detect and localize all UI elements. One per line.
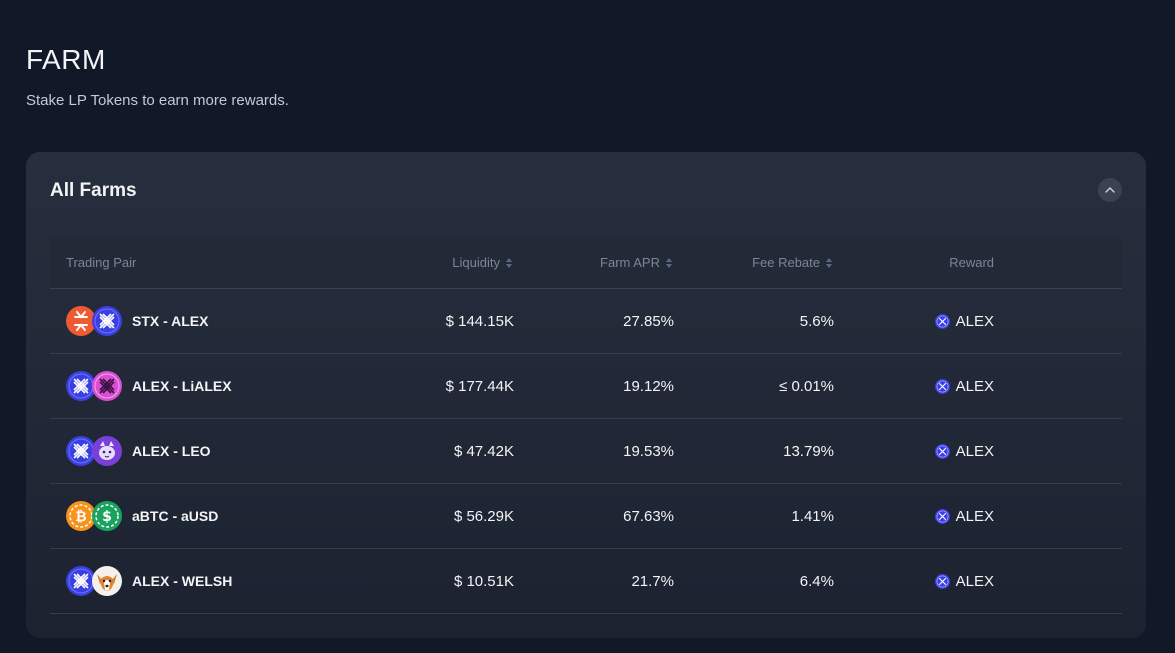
liquidity-value: $ 177.44K — [445, 377, 514, 395]
liquidity-value: $ 144.15K — [445, 312, 514, 330]
header-farm-apr[interactable]: Farm APR — [600, 236, 672, 289]
header-reward: Reward — [949, 255, 994, 270]
lialex-icon — [92, 371, 122, 401]
reward-token: ALEX — [955, 442, 994, 460]
fee-rebate-value: 13.79% — [783, 442, 834, 460]
pair-name: aBTC - aUSD — [132, 508, 219, 524]
reward-token: ALEX — [955, 507, 994, 525]
table-body: STX - ALEX $ 144.15K 27.85% 5.6% ALEX AL… — [50, 289, 1122, 614]
svg-text:$: $ — [102, 509, 112, 525]
alex-icon — [92, 306, 122, 336]
trading-pair-cell: ALEX - LiALEX — [66, 354, 232, 418]
alex-icon — [66, 436, 96, 466]
farm-apr-value: 19.53% — [623, 442, 674, 460]
fee-rebate-value: 5.6% — [799, 312, 834, 330]
sort-icon[interactable] — [506, 257, 512, 268]
table-header: Trading Pair Liquidity Farm APR Fee Reba… — [50, 236, 1122, 289]
page-subtitle: Stake LP Tokens to earn more rewards. — [26, 92, 289, 109]
header-trading-pair: Trading Pair — [66, 255, 137, 270]
sort-icon[interactable] — [666, 257, 672, 268]
table-row[interactable]: ALEX - LiALEX $ 177.44K 19.12% ≤ 0.01% A… — [50, 354, 1122, 419]
reward-cell: ALEX — [934, 419, 994, 483]
all-farms-card: All Farms Trading Pair Liquidity Farm AP… — [26, 152, 1146, 638]
header-fee-rebate[interactable]: Fee Rebate — [752, 236, 832, 289]
farm-apr-value: 27.85% — [623, 312, 674, 330]
header-liquidity[interactable]: Liquidity — [452, 236, 512, 289]
reward-cell: ALEX — [934, 484, 994, 548]
reward-token: ALEX — [955, 377, 994, 395]
pair-name: ALEX - LEO — [132, 443, 211, 459]
fee-rebate-value: ≤ 0.01% — [779, 377, 834, 395]
welsh-icon — [92, 566, 122, 596]
alex-token-icon — [934, 573, 950, 589]
alex-icon — [66, 566, 96, 596]
table-row[interactable]: ALEX - LEO $ 47.42K 19.53% 13.79% ALEX — [50, 419, 1122, 484]
svg-text:₿: ₿ — [75, 509, 86, 525]
reward-cell: ALEX — [934, 354, 994, 418]
table-row[interactable]: ALEX - WELSH $ 10.51K 21.7% 6.4% ALEX — [50, 549, 1122, 614]
farm-apr-value: 19.12% — [623, 377, 674, 395]
chevron-up-icon — [1105, 187, 1115, 193]
pair-name: ALEX - LiALEX — [132, 378, 232, 394]
table-row[interactable]: ₿ $ aBTC - aUSD $ 56.29K 67.63% 1.41% ALE… — [50, 484, 1122, 549]
reward-token: ALEX — [955, 312, 994, 330]
farm-apr-value: 21.7% — [631, 572, 674, 590]
collapse-button[interactable] — [1098, 178, 1122, 202]
table-row[interactable]: STX - ALEX $ 144.15K 27.85% 5.6% ALEX — [50, 289, 1122, 354]
trading-pair-cell: STX - ALEX — [66, 289, 209, 353]
card-title: All Farms — [50, 180, 137, 201]
stx-icon — [66, 306, 96, 336]
trading-pair-cell: ALEX - WELSH — [66, 549, 232, 613]
farms-table: Trading Pair Liquidity Farm APR Fee Reba… — [50, 236, 1122, 614]
ausd-icon: $ — [92, 501, 122, 531]
farm-apr-value: 67.63% — [623, 507, 674, 525]
alex-token-icon — [934, 378, 950, 394]
page-title: FARM — [26, 44, 106, 75]
trading-pair-cell: ₿ $ aBTC - aUSD — [66, 484, 218, 548]
reward-token: ALEX — [955, 572, 994, 590]
pair-name: ALEX - WELSH — [132, 573, 233, 589]
sort-icon[interactable] — [826, 257, 832, 268]
fee-rebate-value: 1.41% — [791, 507, 834, 525]
liquidity-value: $ 47.42K — [453, 442, 514, 460]
liquidity-value: $ 10.51K — [453, 572, 514, 590]
liquidity-value: $ 56.29K — [453, 507, 514, 525]
trading-pair-cell: ALEX - LEO — [66, 419, 211, 483]
alex-token-icon — [934, 443, 950, 459]
leo-icon — [92, 436, 122, 466]
alex-token-icon — [934, 508, 950, 524]
fee-rebate-value: 6.4% — [799, 572, 834, 590]
pair-name: STX - ALEX — [132, 313, 209, 329]
reward-cell: ALEX — [934, 549, 994, 613]
alex-token-icon — [934, 313, 950, 329]
reward-cell: ALEX — [934, 289, 994, 353]
